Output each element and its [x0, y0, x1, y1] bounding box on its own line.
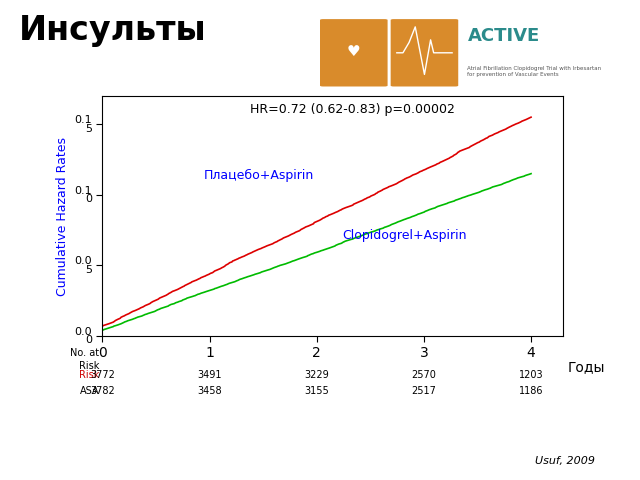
- Text: 3458: 3458: [197, 386, 222, 396]
- Text: Risk: Risk: [79, 370, 99, 380]
- Text: 1203: 1203: [519, 370, 543, 380]
- Text: HR=0.72 (0.62-0.83) p=0.00002: HR=0.72 (0.62-0.83) p=0.00002: [250, 103, 455, 116]
- Text: Clopidogrel+Aspirin: Clopidogrel+Aspirin: [342, 228, 467, 242]
- Text: Годы: Годы: [568, 360, 605, 374]
- Text: ACTIVE: ACTIVE: [467, 26, 540, 45]
- Y-axis label: Cumulative Hazard Rates: Cumulative Hazard Rates: [56, 136, 69, 296]
- Text: No. at: No. at: [70, 348, 99, 358]
- Text: ♥: ♥: [347, 44, 360, 59]
- Text: 2517: 2517: [412, 386, 436, 396]
- Text: 3772: 3772: [90, 370, 115, 380]
- Text: ASA: ASA: [80, 386, 99, 396]
- Text: 1186: 1186: [519, 386, 543, 396]
- Text: 3155: 3155: [305, 386, 329, 396]
- Text: 2570: 2570: [412, 370, 436, 380]
- FancyBboxPatch shape: [390, 19, 458, 86]
- Text: Atrial Fibrillation Clopidogrel Trial with Irbesartan
for prevention of Vascular: Atrial Fibrillation Clopidogrel Trial wi…: [467, 66, 602, 77]
- Text: Плацебо+Aspirin: Плацебо+Aspirin: [204, 168, 314, 182]
- FancyBboxPatch shape: [320, 19, 388, 86]
- Text: 3491: 3491: [197, 370, 222, 380]
- Text: 3782: 3782: [90, 386, 115, 396]
- Text: Risk: Risk: [79, 361, 99, 372]
- Text: Инсульты: Инсульты: [19, 14, 207, 48]
- Text: Usuf, 2009: Usuf, 2009: [535, 456, 595, 466]
- Text: 3229: 3229: [305, 370, 329, 380]
